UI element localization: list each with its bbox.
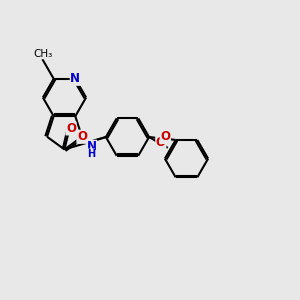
Text: O: O bbox=[160, 130, 170, 143]
Text: N: N bbox=[87, 140, 97, 153]
Text: CH₃: CH₃ bbox=[33, 49, 52, 58]
Text: N: N bbox=[70, 72, 80, 85]
Text: O: O bbox=[66, 122, 76, 135]
Text: O: O bbox=[156, 136, 166, 149]
Text: O: O bbox=[77, 130, 87, 143]
Text: H: H bbox=[87, 149, 95, 159]
